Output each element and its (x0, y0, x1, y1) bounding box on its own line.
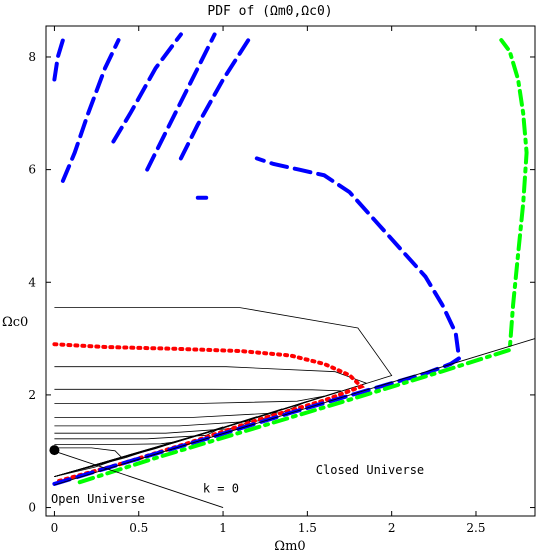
blue-dashed-fragment (111, 32, 183, 144)
annotation-label: Closed Universe (316, 463, 424, 477)
contour-group (54, 307, 393, 477)
blue-dashed-fragment (52, 38, 65, 82)
blue-dashed-fragment (60, 38, 121, 183)
y-tick-label: 2 (28, 388, 36, 402)
y-tick-label: 0 (28, 501, 36, 515)
annotations: k = 0 Closed Universe Open Universe (51, 463, 424, 506)
x-tick-label: 2 (388, 521, 396, 535)
x-axis-label: Ωm0 (274, 539, 305, 554)
blue-dashed-fragment (178, 38, 251, 161)
x-tick-label: 1 (219, 521, 227, 535)
best-fit-point (49, 445, 60, 456)
reference-line (54, 338, 536, 486)
chart-title: PDF of (Ωm0,Ωc0) (207, 4, 332, 19)
y-axis-label: Ωc0 (2, 315, 28, 330)
x-tick-label: 0.5 (129, 521, 148, 535)
x-tick-label: 2.5 (466, 521, 485, 535)
contour-line (54, 447, 123, 477)
x-tick-label: 0 (51, 521, 59, 535)
y-tick-label: 4 (28, 275, 36, 289)
reference-line (54, 450, 224, 509)
axis-ticks: 0 0.5 1 1.5 2 2.5 0 2 4 6 8 (28, 26, 535, 535)
y-tick-label: 8 (28, 50, 36, 64)
annotation-label: k = 0 (203, 481, 239, 495)
x-tick-label: 1.5 (298, 521, 317, 535)
annotation-label: Open Universe (51, 492, 145, 506)
series-line (52, 156, 462, 486)
series-group (49, 32, 529, 486)
blue-dashed-fragment (145, 32, 217, 172)
contour-line (54, 366, 368, 477)
reference-lines (54, 338, 536, 509)
y-tick-label: 6 (28, 163, 36, 177)
plot-frame (45, 25, 536, 517)
series-line (52, 342, 365, 485)
series-line (77, 38, 529, 485)
